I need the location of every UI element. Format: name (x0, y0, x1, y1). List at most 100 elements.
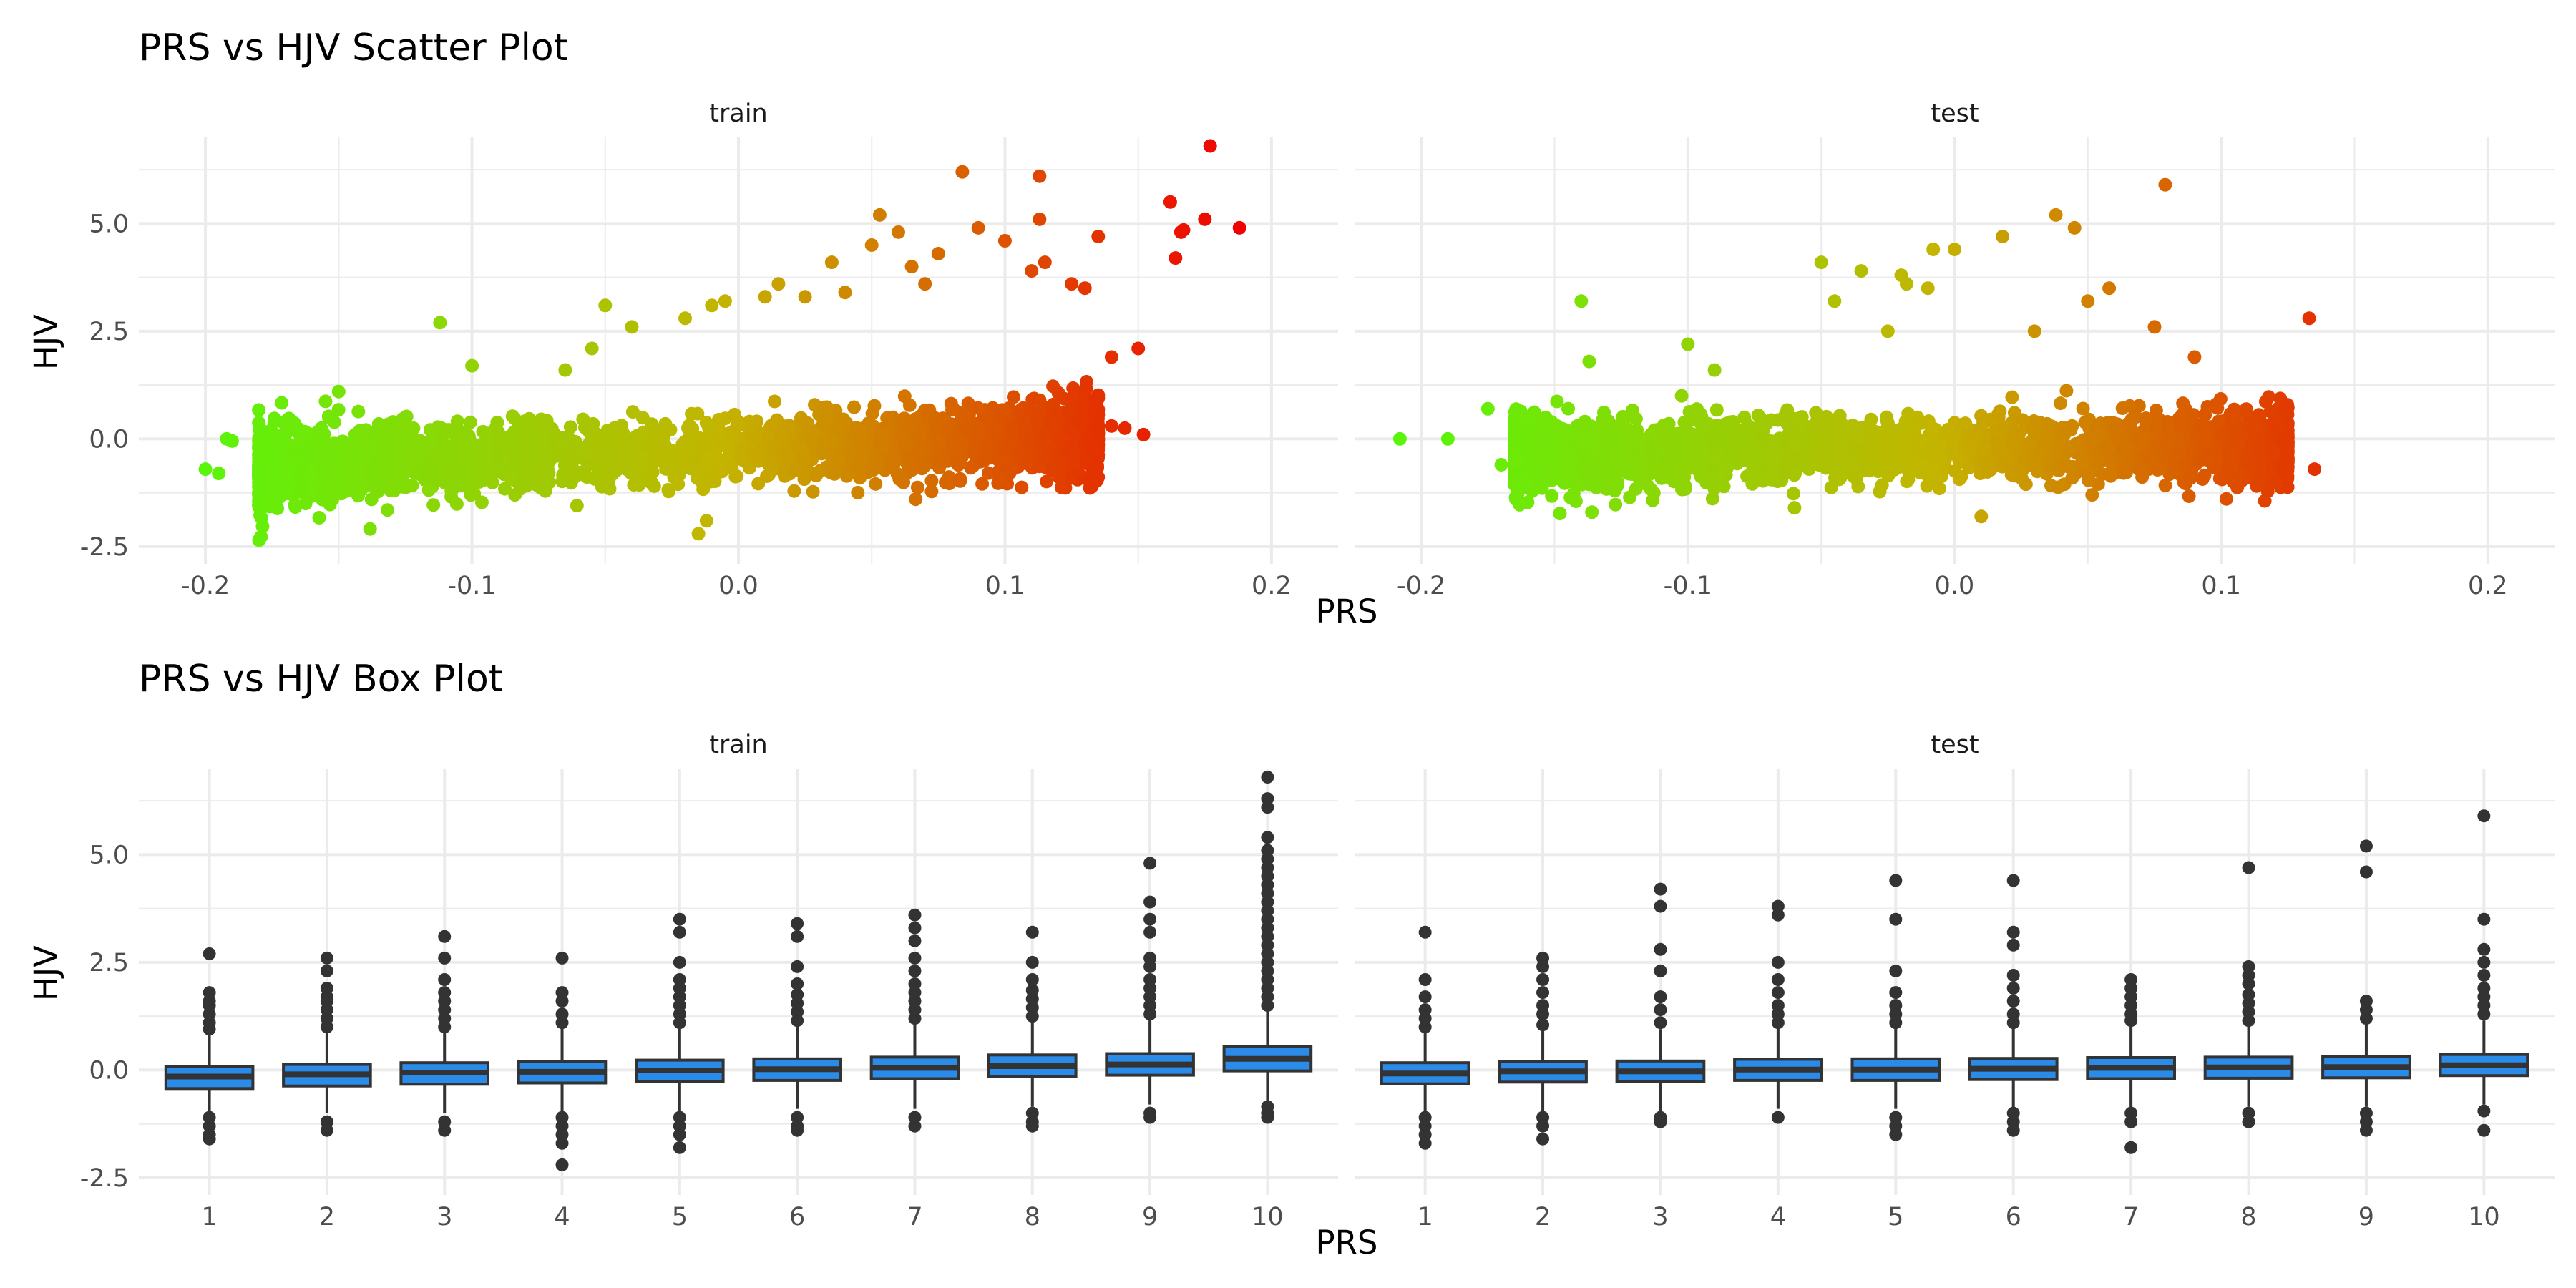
scatter-test-point (1880, 416, 1895, 430)
scatter-train-point (313, 458, 328, 472)
scatter-train-point (363, 522, 377, 536)
scatter-train-point (405, 478, 419, 492)
scatter-train-point (635, 411, 650, 425)
scatter-train-point (563, 420, 577, 434)
scatter-train-point (537, 441, 550, 454)
scatter-train-point (491, 450, 505, 464)
scatter-train-point (1176, 223, 1191, 237)
scatter-train-point (867, 399, 882, 413)
scatter-train-point (936, 411, 950, 426)
scatter-train-x-tick-label: 0.2 (1252, 572, 1292, 600)
scatter-train-point (509, 450, 523, 464)
scatter-train-point (839, 469, 854, 483)
scatter-train-point (787, 484, 801, 498)
scatter-train-point (797, 472, 811, 487)
scatter-train-point (838, 286, 852, 300)
scatter-train-point (1033, 169, 1047, 183)
scatter-train-point (849, 421, 864, 435)
scatter-train-point (806, 484, 820, 499)
scatter-train-point (1040, 474, 1054, 489)
scatter-test-x-tick-label: 0.0 (1935, 572, 1975, 600)
scatter-test-point (2051, 480, 2065, 494)
scatter-train-point (730, 419, 744, 433)
scatter-train-point (331, 403, 346, 417)
scatter-train-point (381, 503, 394, 517)
scatter-train-point (1065, 425, 1078, 439)
scatter-train-point (396, 469, 410, 483)
scatter-train-point (306, 479, 320, 492)
scatter-train-point (426, 498, 441, 512)
scatter-train-point (268, 411, 281, 426)
scatter-train-point (997, 234, 1012, 248)
scatter-train-point (705, 298, 719, 313)
scatter-train-point (592, 458, 606, 472)
scatter-train-point (476, 462, 490, 477)
scatter-test-point (1709, 403, 1724, 417)
scatter-train-point (272, 490, 286, 504)
scatter-train-point (1038, 255, 1052, 270)
scatter-train-point (612, 420, 626, 434)
scatter-train-point (1054, 456, 1068, 470)
scatter-train-point (685, 406, 699, 421)
scatter-strip-train: train (709, 99, 767, 128)
scatter-test-point (1561, 401, 1575, 416)
scatter-train-point (699, 449, 713, 464)
scatter-train-point (212, 467, 226, 481)
scatter-train-point (318, 394, 333, 409)
scatter-train-point (888, 453, 902, 467)
scatter-train-point (924, 484, 939, 499)
scatter-train-point (1131, 341, 1146, 356)
scatter-train-point (1061, 404, 1075, 419)
scatter-train-point (660, 421, 675, 436)
scatter-train-point (892, 225, 905, 239)
scatter-train-point (955, 450, 969, 464)
scatter-train-point (488, 462, 502, 476)
scatter-train-point (595, 479, 609, 494)
scatter-test-point (1898, 414, 1913, 429)
scatter-train-point (1027, 391, 1041, 406)
scatter-train-point (877, 440, 891, 454)
scatter-train-point (371, 457, 385, 472)
scatter-train-point (198, 462, 213, 477)
scatter-test-x-tick-label: 0.2 (2468, 572, 2508, 600)
scatter-train-point (924, 474, 939, 488)
scatter-train-point (457, 478, 471, 492)
scatter-train-point (971, 426, 985, 441)
scatter-train-point (254, 530, 268, 544)
scatter-train-point (760, 469, 774, 483)
scatter-train-point (743, 414, 756, 429)
scatter-test-x-tick-label: -0.1 (1664, 572, 1712, 600)
scatter-test-point (1833, 409, 1847, 423)
scatter-train-point (798, 290, 812, 304)
scatter-panel-train: -2.50.02.55.0-0.2 -0.1 0.0 0.1 0.2 (80, 137, 1338, 600)
scatter-train-point (1104, 350, 1118, 364)
scatter-train-point (1078, 281, 1092, 296)
scatter-test-point (2076, 401, 2090, 416)
scatter-test-point (1875, 478, 1889, 492)
scatter-train-point (498, 482, 512, 496)
scatter-train-point (724, 459, 738, 474)
scatter-train-point (645, 456, 659, 470)
scatter-train-point (955, 165, 970, 179)
scatter-train-point (816, 436, 831, 450)
scatter-train-point (253, 424, 268, 438)
scatter-train-point (909, 492, 923, 507)
scatter-train-x-tick-label: 0.0 (718, 572, 758, 600)
scatter-test-point (1812, 426, 1826, 440)
scatter-train-point (771, 277, 786, 291)
scatter-train-point (763, 456, 776, 469)
scatter-test-point (2176, 396, 2190, 411)
scatter-train-point (820, 400, 834, 414)
scatter-strip-test: test (1931, 99, 1979, 128)
scatter-train-point (992, 471, 1007, 485)
scatter-train-point (258, 435, 272, 449)
scatter-train-point (931, 247, 945, 260)
scatter-train-point (421, 483, 436, 497)
scatter-train-point (568, 451, 582, 465)
scatter-train-point (849, 462, 863, 476)
scatter-train-y-tick-label: 0.0 (89, 425, 129, 454)
scatter-train-point (570, 499, 584, 513)
scatter-train-point (910, 480, 924, 494)
scatter-test-point (1707, 482, 1722, 496)
